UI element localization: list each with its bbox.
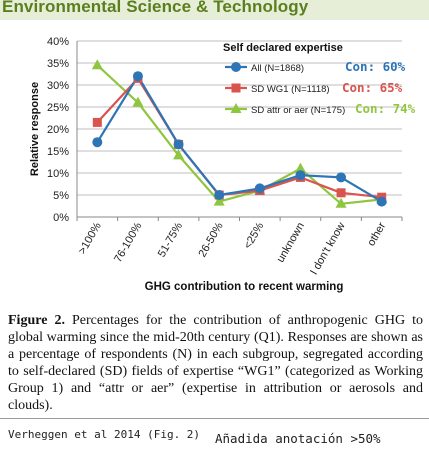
- journal-title: Environmental Science & Technology: [2, 0, 309, 16]
- data-point: [336, 172, 347, 183]
- legend-label: SD attr or aer (N=175): [251, 105, 345, 116]
- x-axis-title: GHG contribution to recent warming: [145, 281, 344, 293]
- data-point: [91, 59, 103, 70]
- consensus-annotation: Con: 65%: [342, 80, 403, 95]
- data-point: [335, 197, 347, 208]
- legend-label: SD WG1 (N=1118): [251, 84, 330, 95]
- data-point: [294, 162, 306, 173]
- data-point: [214, 190, 225, 200]
- data-point: [213, 195, 225, 206]
- line-chart: 0% 5% 10% 15% 20% 25% 30% 35% 40% >100% 76-100% 51-…: [29, 36, 416, 293]
- legend-title: Self declared expertise: [223, 42, 343, 54]
- data-point: [173, 139, 184, 150]
- x-tick-label: 76-100%: [112, 220, 145, 264]
- citation-text: Verheggen et al 2014 (Fig. 2): [8, 428, 201, 441]
- x-tick-label: other: [365, 220, 388, 248]
- y-axis-title: Relative response: [29, 82, 41, 176]
- data-point: [295, 170, 306, 181]
- series-line: [96, 64, 382, 205]
- footer-divider: [0, 418, 429, 419]
- data-point: [254, 183, 265, 194]
- y-tick-label: 5%: [53, 190, 69, 202]
- legend-marker: [231, 62, 241, 72]
- data-point: [173, 149, 185, 160]
- x-tick-label: >100%: [76, 220, 104, 256]
- consensus-annotation: Con: 74%: [355, 101, 416, 116]
- data-point: [336, 188, 346, 198]
- caption-text: Percentages for the contribution of anth…: [8, 313, 423, 413]
- consensus-annotation: Con: 60%: [345, 59, 406, 74]
- y-tick-label: 20%: [47, 124, 69, 136]
- x-tick-label: 51-75%: [156, 220, 185, 259]
- annotation-note: Añadida anotación >50%: [215, 431, 381, 446]
- caption-label: Figure 2.: [8, 313, 65, 328]
- y-tick-label: 10%: [47, 168, 69, 180]
- y-tick-label: 35%: [47, 58, 69, 70]
- figure-caption: Figure 2. Percentages for the contributi…: [8, 312, 423, 414]
- y-tick-label: 40%: [47, 36, 69, 48]
- y-tick-label: 25%: [47, 102, 69, 114]
- journal-header: Environmental Science & Technology: [0, 0, 429, 20]
- data-point: [132, 71, 143, 82]
- data-point: [376, 196, 387, 207]
- x-tick-label: unknown: [275, 221, 307, 265]
- x-tick-label: <25%: [242, 220, 267, 251]
- x-tick-label: I don't know: [308, 220, 348, 277]
- data-point: [92, 137, 103, 148]
- data-point: [132, 96, 144, 107]
- y-tick-label: 0%: [53, 212, 69, 224]
- y-tick-label: 30%: [47, 80, 69, 92]
- x-tick-label: 26-50%: [196, 220, 225, 259]
- series-line: [96, 75, 383, 203]
- data-point: [92, 117, 102, 127]
- legend-label: All (N=1868): [251, 63, 304, 74]
- legend-marker: [231, 83, 241, 93]
- legend-marker: [230, 103, 242, 113]
- y-tick-label: 15%: [47, 146, 69, 158]
